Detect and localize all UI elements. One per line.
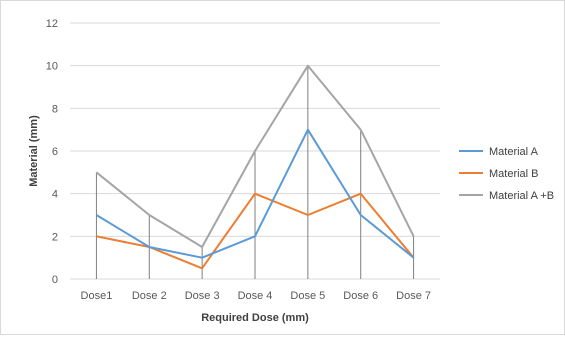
y-tick-label: 0 [52,274,58,286]
drop-lines [95,65,415,279]
x-tick-labels: Dose1 Dose 2 Dose 3 Dose 4 Dose 5 Dose 6 Dose … [81,290,431,302]
y-tick-label: 4 [52,189,58,201]
y-axis-title: Material (mm) [28,115,40,187]
series-line [95,64,415,248]
y-tick-label: 10 [46,61,58,73]
x-tick-label: Dose 6 [343,290,378,302]
y-tick-labels: 0 2 4 6 8 10 12 [46,18,58,286]
legend-label: Material A [489,146,539,158]
legend-label: Material A +B [489,190,554,202]
x-tick-label: Dose1 [81,290,113,302]
y-tick-label: 2 [52,231,58,243]
x-tick-label: Dose 7 [396,290,431,302]
series-line [95,128,415,259]
y-tick-label: 8 [52,103,58,115]
y-tick-label: 6 [52,146,58,158]
legend: Material A Material B Material A +B [459,146,554,202]
y-tick-label: 12 [46,18,58,30]
series-lines [95,64,415,270]
x-tick-label: Dose 3 [185,290,220,302]
legend-label: Material B [489,168,539,180]
x-axis-title: Required Dose (mm) [201,312,309,324]
x-tick-label: Dose 5 [290,290,325,302]
x-tick-label: Dose 2 [132,290,167,302]
x-tick-label: Dose 4 [238,290,273,302]
